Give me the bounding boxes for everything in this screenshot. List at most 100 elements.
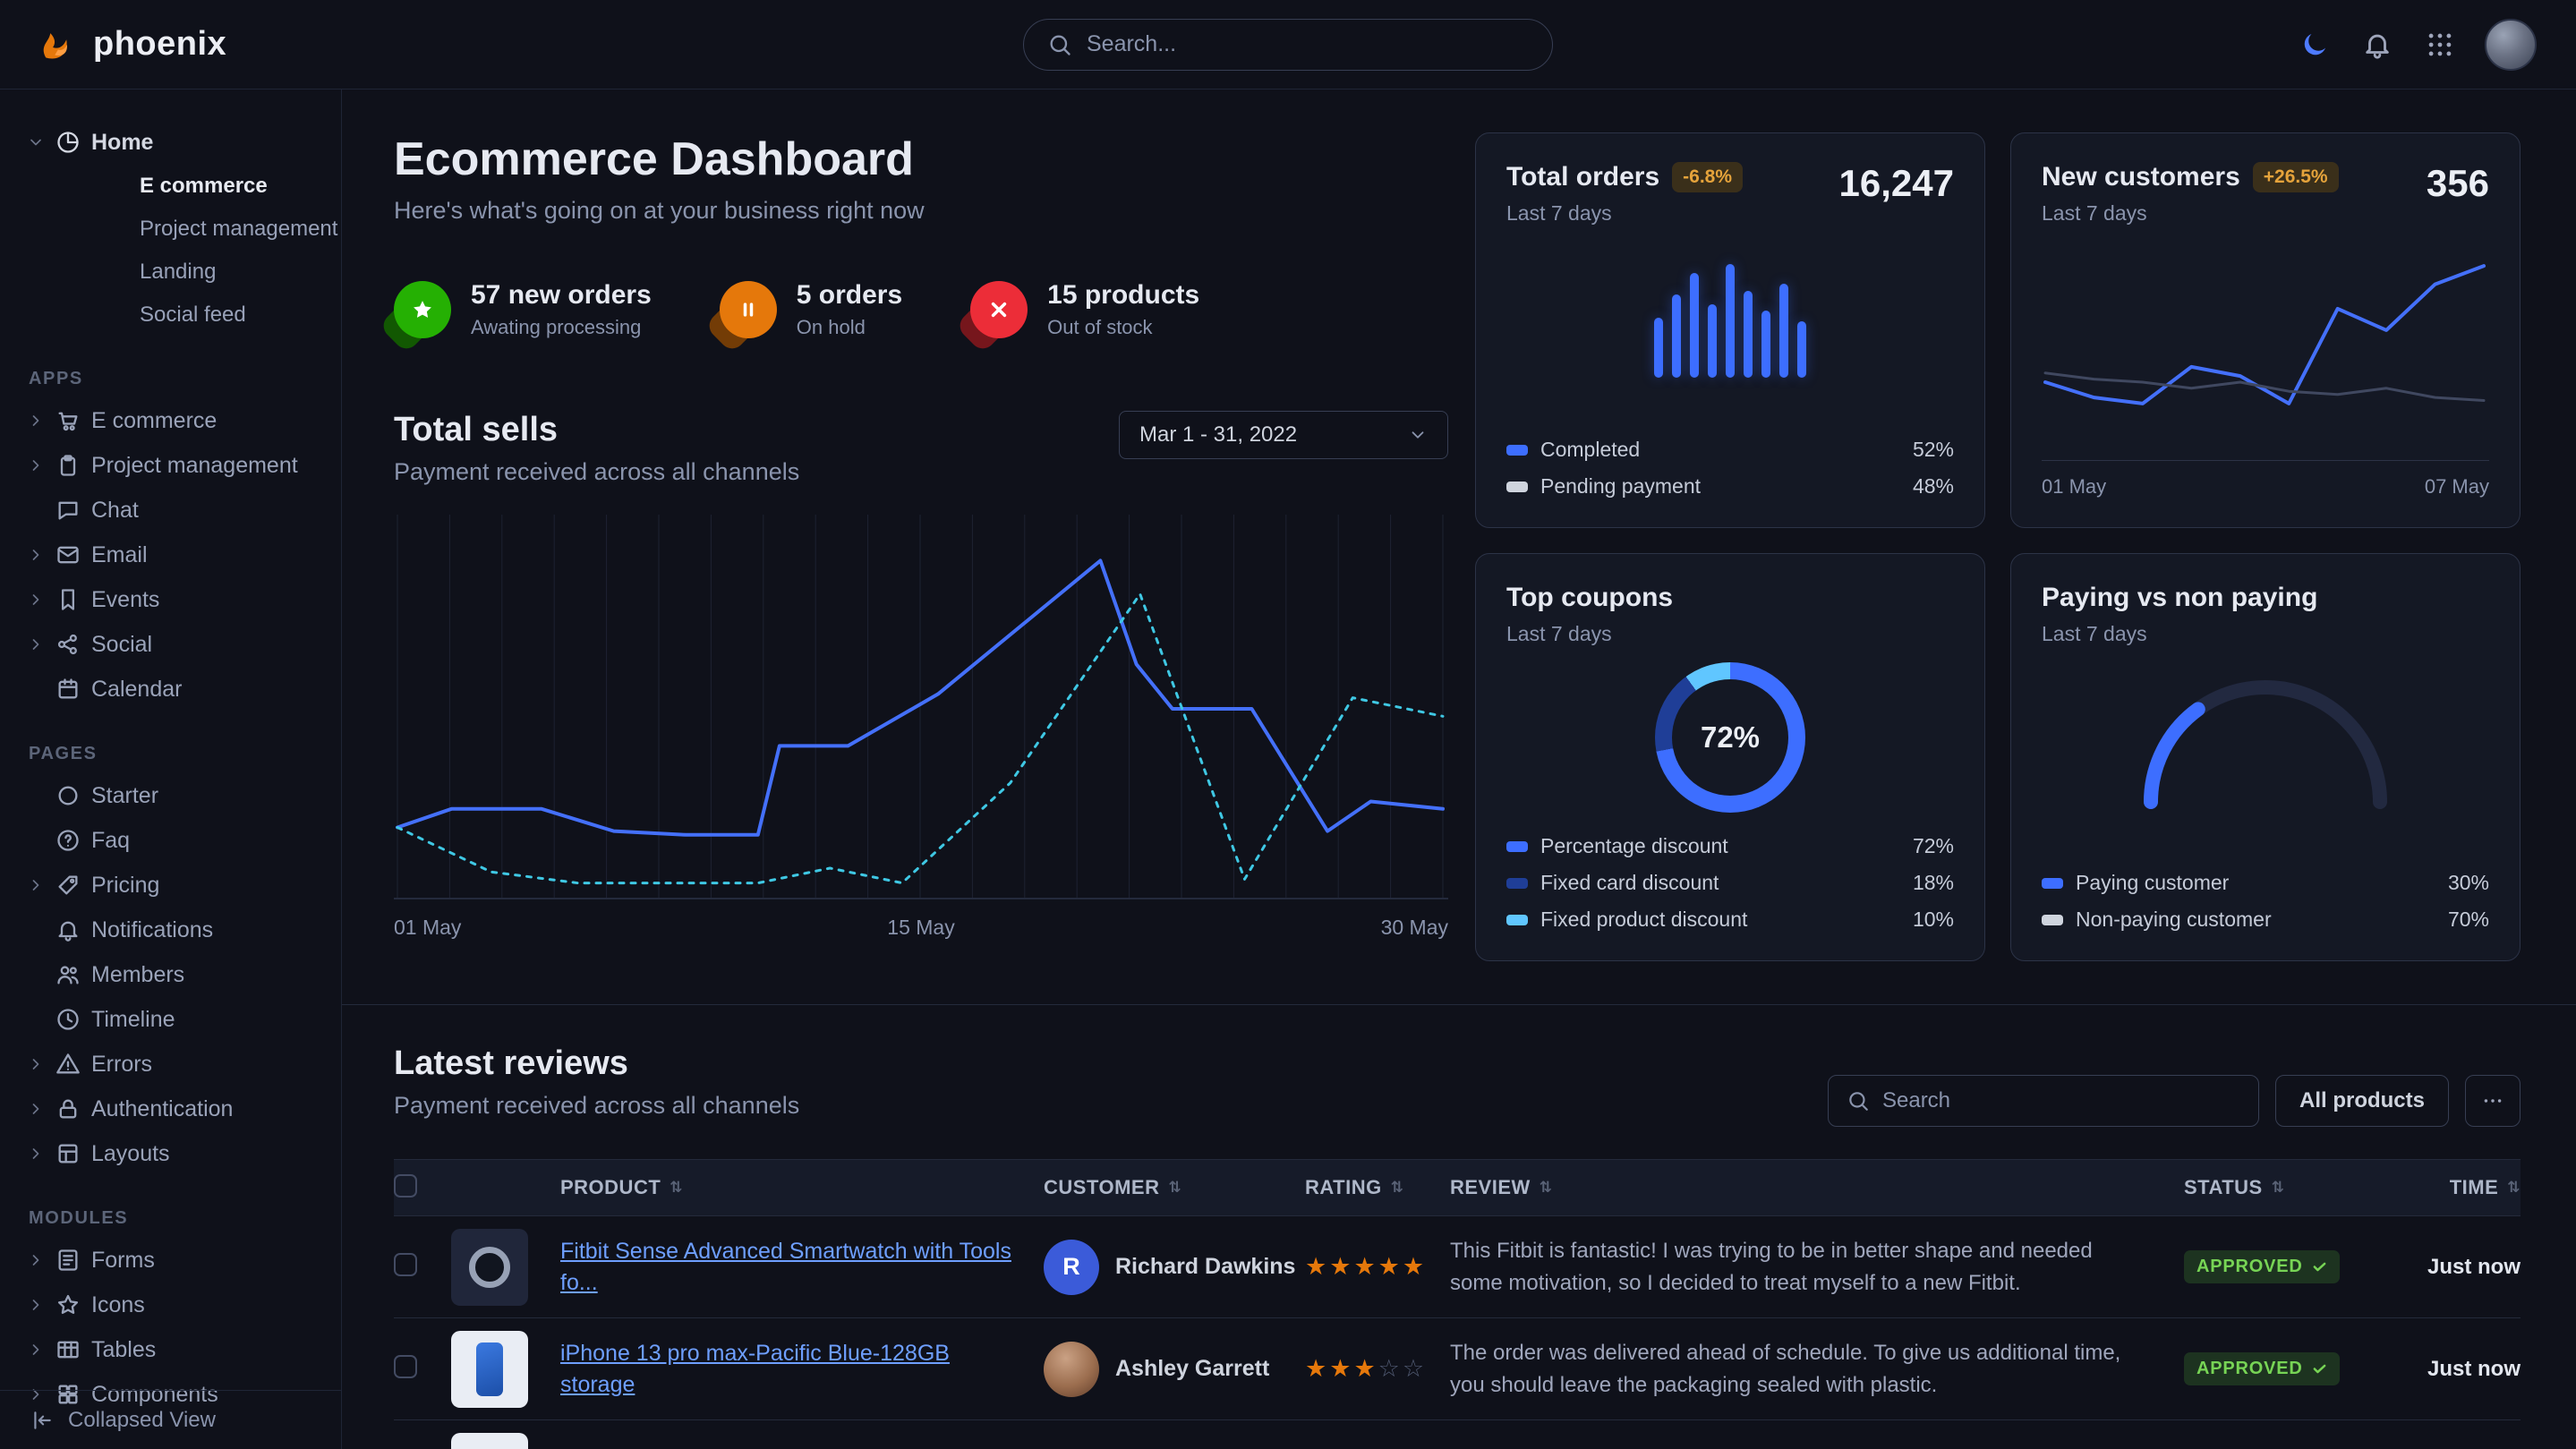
sidebar-item-icons[interactable]: Icons	[0, 1283, 341, 1327]
chevron-down-icon	[1408, 425, 1428, 445]
paying-gauge-chart	[2042, 653, 2489, 814]
sidebar-section-pages: PAGES	[29, 744, 98, 763]
collapsed-view-toggle[interactable]: Collapsed View	[0, 1390, 341, 1449]
column-header-time[interactable]: TIME ⇅	[2449, 1176, 2521, 1198]
sidebar-item-faq[interactable]: Faq	[0, 818, 341, 863]
sidebar-item-forms[interactable]: Forms	[0, 1238, 341, 1283]
column-header-status[interactable]: STATUS ⇅	[2184, 1176, 2285, 1198]
chevron-right-icon	[27, 546, 45, 564]
sidebar-item-layouts[interactable]: Layouts	[0, 1131, 341, 1176]
sidebar-item-project-management[interactable]: Project management	[0, 443, 341, 488]
pause-icon	[719, 281, 777, 338]
column-header-customer[interactable]: CUSTOMER ⇅	[1044, 1176, 1182, 1198]
sort-icon: ⇅	[2271, 1179, 2285, 1197]
row-checkbox[interactable]	[394, 1355, 417, 1378]
sidebar-label: Social	[91, 631, 153, 657]
check-icon	[2312, 1361, 2327, 1377]
sidebar-item-calendar[interactable]: Calendar	[0, 667, 341, 712]
sidebar-home-children: E commerce Project management Landing So…	[0, 165, 341, 337]
search-icon	[1047, 32, 1072, 57]
brand[interactable]: phoenix	[39, 24, 226, 65]
column-header-rating[interactable]: RATING ⇅	[1305, 1176, 1404, 1198]
sidebar-item-pricing[interactable]: Pricing	[0, 863, 341, 908]
card-title: Total orders	[1506, 162, 1660, 192]
product-link[interactable]: Fitbit Sense Advanced Smartwatch with To…	[560, 1238, 1011, 1295]
sidebar-item-members[interactable]: Members	[0, 952, 341, 997]
sidebar-label: Pricing	[91, 872, 160, 898]
stat-caption: On hold	[796, 316, 866, 338]
sidebar-item-tables[interactable]: Tables	[0, 1327, 341, 1372]
select-all-checkbox[interactable]	[394, 1173, 417, 1198]
check-icon	[2312, 1259, 2327, 1274]
review-time: Just now	[2427, 1356, 2521, 1381]
column-header-review[interactable]: REVIEW ⇅	[1450, 1176, 1553, 1198]
legend-row: Fixed product discount 10%	[1506, 908, 1954, 932]
sidebar-item-authentication[interactable]: Authentication	[0, 1087, 341, 1131]
top-coupons-donut-chart: 72%	[1655, 662, 1805, 813]
global-search[interactable]	[1023, 18, 1553, 71]
sidebar-item-social[interactable]: Social	[0, 622, 341, 667]
search-icon	[1847, 1089, 1870, 1112]
warning-icon	[55, 1052, 81, 1077]
sidebar-item-ecommerce[interactable]: E commerce	[0, 398, 341, 443]
sidebar-item-chat[interactable]: Chat	[0, 488, 341, 533]
reviews-search-input[interactable]	[1881, 1088, 2240, 1113]
top-coupons-card: Top coupons Last 7 days 72% Percentage d…	[1475, 553, 1985, 961]
sidebar-item-home[interactable]: Home	[0, 120, 341, 165]
sidebar-item-ecommerce-dashboard[interactable]: E commerce	[140, 174, 268, 198]
stat-value: 5 orders	[796, 280, 903, 310]
notifications-button[interactable]	[2359, 27, 2395, 63]
table-icon	[55, 1337, 81, 1362]
sidebar-item-email[interactable]: Email	[0, 533, 341, 577]
sidebar-item-notifications[interactable]: Notifications	[0, 908, 341, 952]
reviews-title: Latest reviews	[394, 1044, 628, 1082]
axis-label: 01 May	[394, 916, 462, 939]
product-thumbnail	[451, 1228, 528, 1306]
review-time: Just now	[2427, 1254, 2521, 1279]
sidebar-label: Forms	[91, 1247, 155, 1273]
sidebar-item-starter[interactable]: Starter	[0, 773, 341, 818]
product-link[interactable]: iPhone 13 pro max-Pacific Blue-128GB sto…	[560, 1340, 950, 1397]
apps-grid-button[interactable]	[2422, 27, 2458, 63]
layout-icon	[55, 1141, 81, 1166]
column-header-product[interactable]: PRODUCT ⇅	[560, 1176, 684, 1198]
sidebar-item-errors[interactable]: Errors	[0, 1042, 341, 1087]
total-sells-title: Total sells	[394, 411, 559, 448]
chevron-right-icon	[27, 456, 45, 474]
navbar-actions	[2297, 18, 2537, 71]
user-avatar[interactable]	[2485, 18, 2537, 71]
sidebar-item-social-feed[interactable]: Social feed	[140, 303, 246, 327]
collapse-icon	[30, 1409, 54, 1432]
sidebar-item-components[interactable]: Components	[0, 1372, 341, 1417]
stat-value: 15 products	[1047, 280, 1200, 310]
sidebar-item-landing[interactable]: Landing	[140, 260, 217, 284]
reviews-search[interactable]	[1827, 1075, 2259, 1127]
more-options-button[interactable]	[2465, 1075, 2521, 1127]
sidebar-item-project-management-dashboard[interactable]: Project management	[140, 217, 338, 241]
rating-stars: ★ ★ ★ ★ ★	[1305, 1253, 1425, 1281]
legend-row: Non-paying customer 70%	[2042, 908, 2489, 932]
sidebar: Home E commerce Project management Landi…	[0, 89, 342, 1449]
sidebar-item-events[interactable]: Events	[0, 577, 341, 622]
form-icon	[55, 1248, 81, 1273]
sidebar-section-modules: MODULES	[29, 1208, 129, 1228]
chevron-right-icon	[27, 412, 45, 430]
global-search-input[interactable]	[1087, 31, 1529, 57]
sidebar-label: Calendar	[91, 676, 183, 702]
row-checkbox[interactable]	[394, 1253, 417, 1276]
review-text: This Fitbit is fantastic! I was trying t…	[1450, 1238, 2093, 1295]
total-sells-chart	[394, 513, 1448, 903]
sidebar-item-timeline[interactable]: Timeline	[0, 997, 341, 1042]
sidebar-label: E commerce	[91, 407, 218, 433]
total-orders-card: Total orders -6.8% Last 7 days 16,247 Com…	[1475, 132, 1985, 528]
theme-toggle-button[interactable]	[2297, 27, 2333, 63]
sidebar-label: Events	[91, 586, 160, 612]
table-row: iPhone 13 pro max-Pacific Blue-128GB sto…	[394, 1318, 2521, 1420]
date-range-select[interactable]: Mar 1 - 31, 2022	[1119, 411, 1448, 459]
reviews-subtitle: Payment received across all channels	[394, 1092, 800, 1119]
table-header-row: PRODUCT ⇅ CUSTOMER ⇅ RATING ⇅ REVIEW ⇅ STATU…	[394, 1159, 2521, 1216]
sidebar-label: Chat	[91, 497, 139, 523]
sidebar-label: Notifications	[91, 916, 214, 942]
sidebar-label: Project management	[91, 452, 298, 478]
all-products-button[interactable]: All products	[2274, 1075, 2449, 1127]
